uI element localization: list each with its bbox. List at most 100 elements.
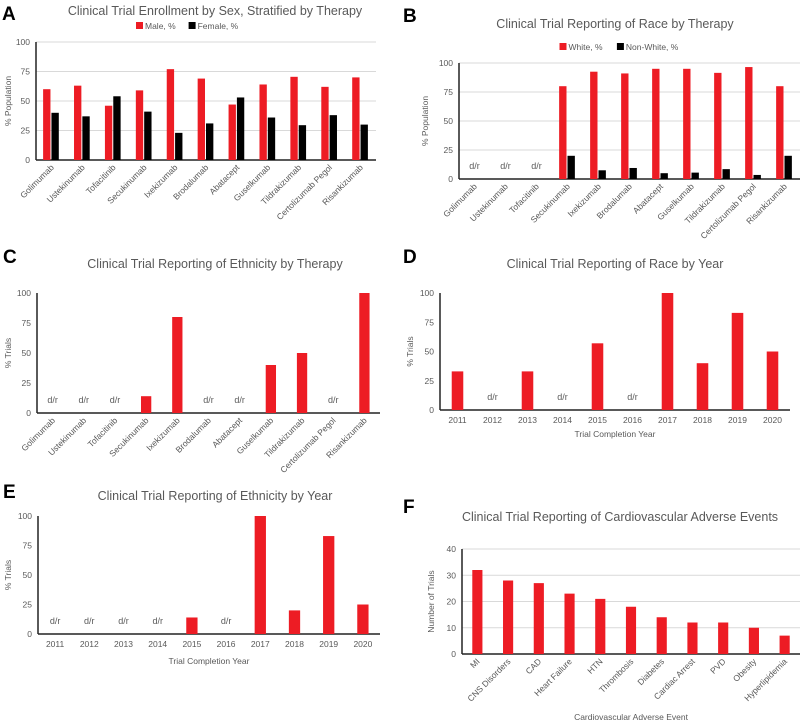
panel-letter: B <box>403 6 417 27</box>
x-tick-label: 2018 <box>285 639 304 649</box>
x-tick-label: 2011 <box>448 415 467 425</box>
x-axis-label: Cardiovascular Adverse Event <box>574 712 689 722</box>
not-reported-label: d/r <box>47 395 58 405</box>
panel-letter: D <box>403 247 417 268</box>
bar-ixekizumab <box>590 71 598 179</box>
x-axis-label: Trial Completion Year <box>575 429 656 439</box>
x-tick-label: 2014 <box>148 639 167 649</box>
not-reported-label: d/r <box>531 161 542 171</box>
y-tick-label: 0 <box>27 629 32 639</box>
y-tick-label: 100 <box>439 58 453 68</box>
not-reported-label: d/r <box>328 395 339 405</box>
not-reported-label: d/r <box>203 395 214 405</box>
bar-tofacitinib <box>113 96 121 160</box>
y-tick-label: 10 <box>447 623 457 633</box>
x-tick-label: 2012 <box>483 415 502 425</box>
y-tick-label: 0 <box>429 405 434 415</box>
x-tick-label: 2018 <box>693 415 712 425</box>
x-tick-label: 2013 <box>114 639 133 649</box>
y-tick-label: 50 <box>22 348 32 358</box>
x-tick-label: Diabetes <box>635 656 666 687</box>
y-tick-label: 25 <box>23 600 33 610</box>
not-reported-label: d/r <box>118 616 129 626</box>
x-tick-label: 2015 <box>588 415 607 425</box>
bar-guselkumab <box>265 365 277 413</box>
not-reported-label: d/r <box>469 161 480 171</box>
y-tick-label: 25 <box>425 376 435 386</box>
bar-ustekinumab <box>82 116 90 160</box>
panel-letter: F <box>403 497 415 518</box>
chart-title: Clinical Trial Reporting of Ethnicity by… <box>98 489 333 503</box>
bar-2017 <box>254 516 266 634</box>
not-reported-label: d/r <box>110 395 121 405</box>
y-tick-label: 0 <box>25 155 30 165</box>
bar-brodalumab <box>621 73 629 179</box>
bar-2017 <box>661 293 674 410</box>
y-axis-label: % Trials <box>405 336 415 366</box>
x-tick-label: Obesity <box>731 656 759 684</box>
x-tick-label: 2011 <box>46 639 65 649</box>
bar-risankizumab <box>352 77 360 160</box>
legend-label: Non-White, % <box>626 42 679 52</box>
x-tick-label: 2016 <box>623 415 642 425</box>
x-tick-label: 2016 <box>217 639 236 649</box>
legend-label: Female, % <box>198 21 239 31</box>
y-tick-label: 50 <box>23 570 33 580</box>
y-tick-label: 0 <box>451 649 456 659</box>
y-tick-label: 25 <box>444 145 454 155</box>
y-tick-label: 40 <box>447 544 457 554</box>
x-tick-label: 2019 <box>319 639 338 649</box>
bar-2018 <box>696 363 709 410</box>
legend-swatch <box>188 22 196 29</box>
bar-tildrakizumab <box>296 353 308 413</box>
bar-heart-failure <box>564 593 575 654</box>
bar-abatacept <box>660 173 668 179</box>
y-tick-label: 75 <box>21 67 31 77</box>
bar-mi <box>472 570 483 654</box>
y-tick-label: 100 <box>17 288 31 298</box>
x-tick-label: 2012 <box>80 639 99 649</box>
bar-golimumab <box>51 112 59 160</box>
bar-2015 <box>186 617 198 634</box>
bar-pvd <box>718 622 729 654</box>
bar-2020 <box>766 351 779 410</box>
y-tick-label: 75 <box>444 87 454 97</box>
x-tick-label: 2015 <box>182 639 201 649</box>
panel-letter: E <box>3 482 16 503</box>
x-tick-label: 2017 <box>251 639 270 649</box>
bar-secukinumab <box>140 396 152 413</box>
bar-tildrakizumab <box>298 125 307 160</box>
legend-swatch <box>136 22 143 29</box>
bar-abatacept <box>228 104 236 160</box>
y-tick-label: 75 <box>425 317 435 327</box>
y-tick-label: 20 <box>447 597 457 607</box>
bar-hyperlipidemia <box>779 635 790 654</box>
bar-htn <box>595 598 606 654</box>
bar-thrombosis <box>625 606 637 654</box>
bar-tofacitinib <box>104 105 113 160</box>
bar-risankizumab <box>784 155 792 179</box>
bar-ustekinumab <box>74 85 82 160</box>
bar-certolizumab-pegol <box>745 67 753 179</box>
legend-label: Male, % <box>145 21 176 31</box>
bar-2018 <box>288 610 301 634</box>
bar-2020 <box>357 604 369 634</box>
bar-brodalumab <box>629 167 637 179</box>
x-tick-label: PVD <box>708 656 727 675</box>
bar-secukinumab <box>567 155 575 179</box>
x-tick-label: 2020 <box>763 415 782 425</box>
bar-2013 <box>521 371 534 410</box>
not-reported-label: d/r <box>500 161 511 171</box>
chart-title: Clinical Trial Reporting of Race by Year <box>507 257 724 271</box>
x-tick-label: CAD <box>523 656 543 676</box>
not-reported-label: d/r <box>557 392 568 402</box>
bar-obesity <box>748 627 759 654</box>
bar-risankizumab <box>359 293 370 413</box>
y-axis-label: % Population <box>420 96 430 146</box>
chart-title: Clinical Trial Reporting of Ethnicity by… <box>87 257 343 271</box>
x-tick-label: MI <box>468 656 482 670</box>
bar-guselkumab <box>267 117 276 160</box>
y-axis-label: % Trials <box>3 560 13 590</box>
